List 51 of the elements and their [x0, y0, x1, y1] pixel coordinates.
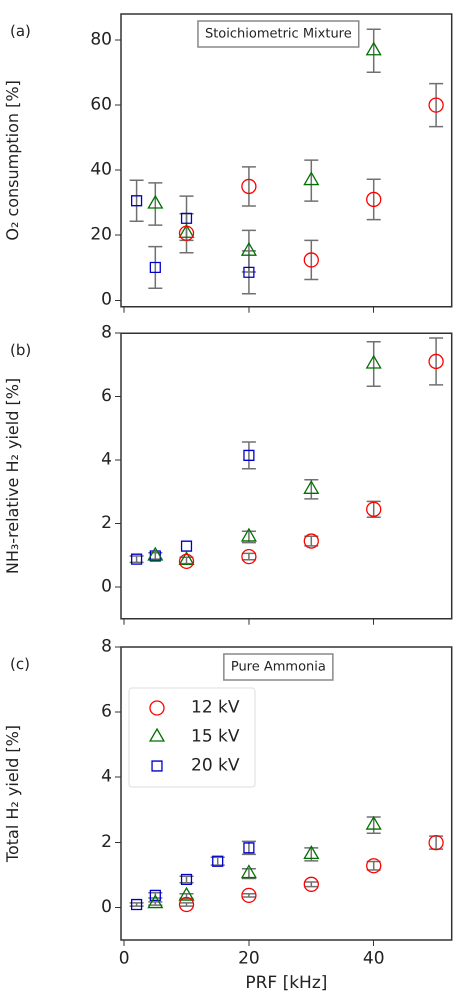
point [178, 896, 194, 912]
point [304, 252, 319, 268]
y-tick-label: 60 [90, 94, 112, 115]
y-tick-label: 8 [101, 322, 112, 343]
y-tick-label: 80 [90, 29, 112, 50]
point [131, 898, 142, 910]
y-axis-title: O₂ consumption [%] [2, 80, 22, 241]
point [243, 266, 255, 278]
point [241, 548, 257, 564]
y-tick-label: 0 [101, 896, 112, 917]
y-tick-label: 0 [101, 290, 112, 310]
annotation: Stoichiometric Mixture [204, 26, 352, 42]
point [180, 212, 192, 224]
legend-label: 20 kV [191, 755, 240, 776]
y-axis-title: Total H₂ yield [%] [2, 724, 22, 864]
point [178, 226, 194, 241]
point [366, 192, 382, 208]
y-tick-label: 20 [90, 224, 112, 245]
point [241, 178, 257, 194]
y-tick-label: 6 [101, 702, 112, 722]
y-tick-label: 2 [101, 832, 112, 852]
point [241, 888, 257, 904]
point [150, 262, 161, 274]
point [150, 890, 161, 901]
y-axis-title: NH₃-relative H₂ yield [%] [2, 378, 22, 574]
y-tick-label: 40 [90, 160, 112, 180]
x-tick-label: 0 [118, 948, 130, 969]
point [366, 42, 382, 56]
legend-label: 15 kV [191, 726, 240, 746]
y-tick-label: 8 [101, 636, 112, 656]
y-tick-label: 0 [101, 576, 112, 596]
point [243, 450, 255, 461]
x-tick-label: 20 [238, 948, 260, 969]
x-tick-label: 40 [362, 948, 385, 969]
legend-label: 12 kV [191, 697, 240, 718]
x-axis-title: PRF [kHz] [245, 973, 328, 994]
point [178, 554, 194, 570]
text: (c) [10, 654, 30, 673]
point [212, 856, 224, 867]
annotation: Pure Ammonia [230, 659, 326, 674]
y-tick-label: 6 [101, 386, 112, 406]
text: (a) [10, 22, 31, 40]
y-tick-label: 2 [101, 513, 112, 534]
text: (b) [10, 341, 32, 360]
point [304, 876, 319, 892]
y-tick-label: 4 [101, 450, 112, 470]
point [180, 540, 192, 552]
point [428, 97, 444, 113]
point [131, 195, 142, 206]
y-tick-label: 4 [101, 766, 112, 787]
point [131, 554, 142, 565]
